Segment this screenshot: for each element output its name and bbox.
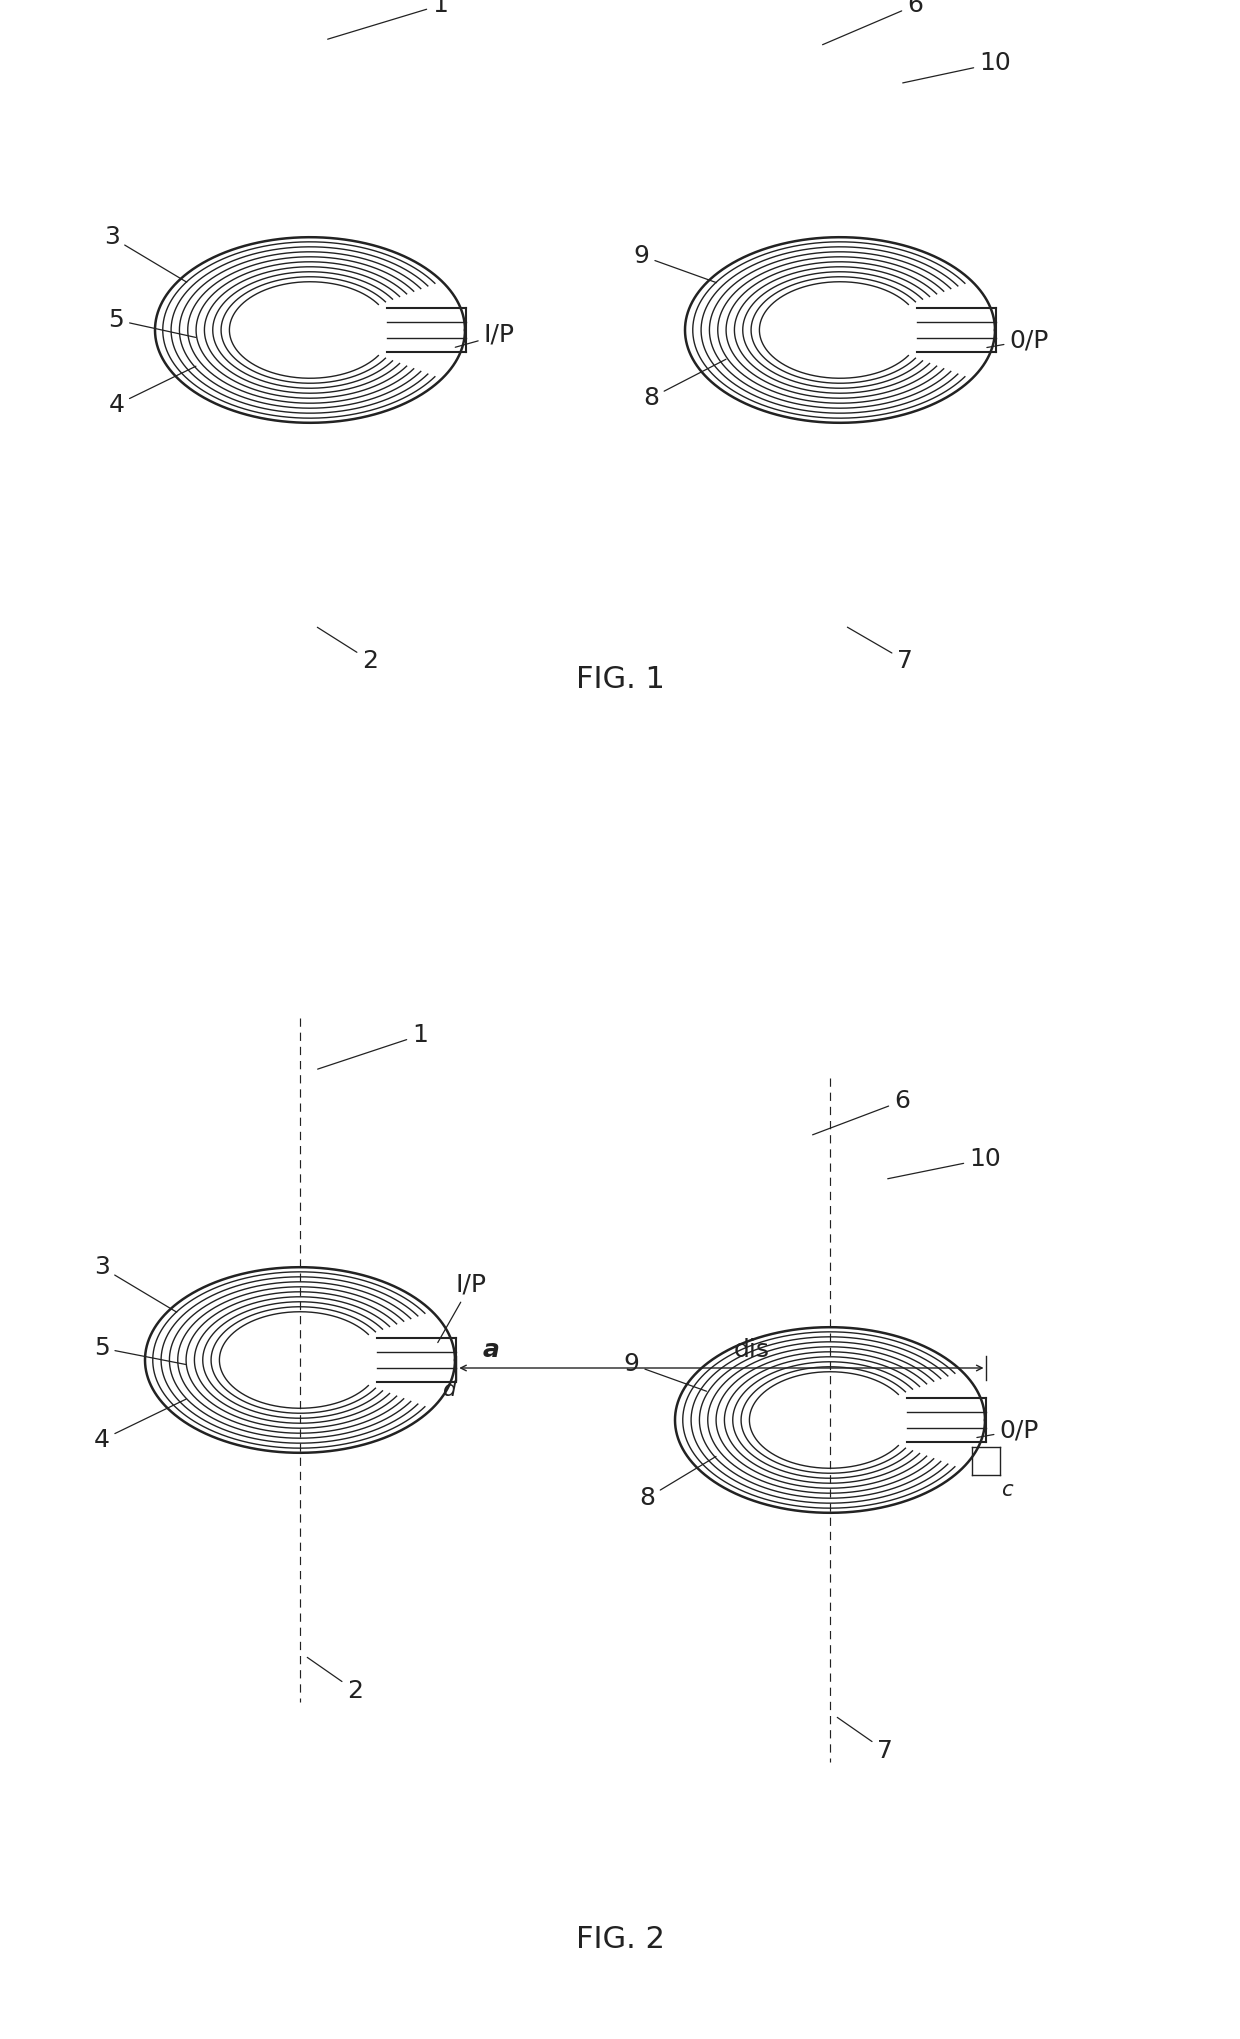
Text: FIG. 1: FIG. 1 [575, 665, 665, 695]
Text: 6: 6 [812, 1089, 910, 1136]
Text: I/P: I/P [438, 1272, 486, 1342]
Text: FIG. 2: FIG. 2 [575, 1925, 665, 1955]
Text: 10: 10 [888, 1148, 1001, 1179]
Text: a: a [482, 1338, 500, 1362]
Text: 8: 8 [642, 359, 725, 410]
Text: 5: 5 [108, 308, 196, 336]
Text: 7: 7 [837, 1717, 893, 1762]
Text: 2: 2 [317, 628, 378, 673]
Text: 7: 7 [847, 628, 913, 673]
Text: 0/P: 0/P [977, 1417, 1039, 1442]
Text: 4: 4 [108, 367, 196, 418]
Text: 1: 1 [317, 1024, 428, 1068]
Text: 6: 6 [822, 0, 923, 45]
Text: 3: 3 [94, 1256, 177, 1313]
Text: 1: 1 [327, 0, 448, 39]
Text: I/P: I/P [455, 322, 515, 347]
Text: d: d [441, 1380, 455, 1401]
Text: 0/P: 0/P [987, 328, 1049, 353]
Text: 3: 3 [104, 224, 187, 281]
Text: 9: 9 [624, 1352, 707, 1391]
Text: dis: dis [733, 1338, 769, 1362]
Text: 2: 2 [308, 1658, 363, 1703]
Text: 4: 4 [93, 1399, 186, 1452]
Text: 9: 9 [634, 245, 717, 283]
Text: c: c [1001, 1480, 1012, 1501]
Text: 5: 5 [94, 1336, 186, 1364]
Text: 8: 8 [639, 1456, 715, 1511]
Text: 10: 10 [903, 51, 1011, 84]
